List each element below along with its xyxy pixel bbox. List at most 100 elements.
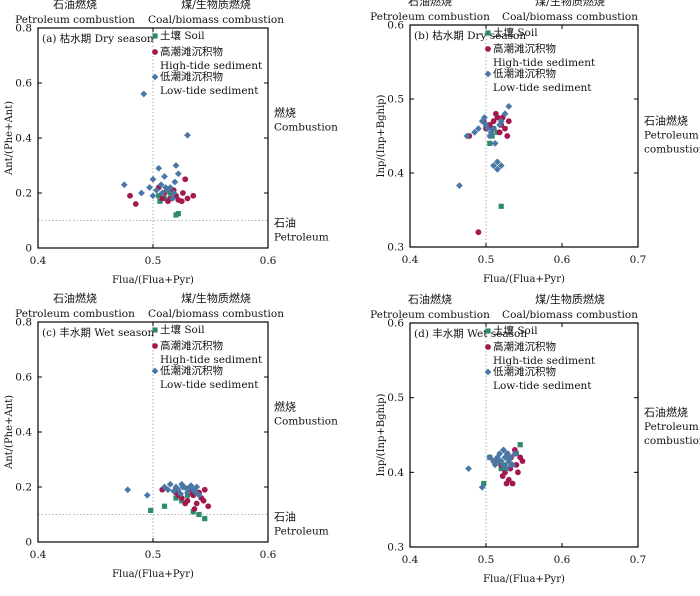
legend-marker-low (151, 367, 159, 375)
zone-label-en: Combustion (274, 121, 338, 133)
data-point-high (205, 503, 212, 510)
y-tick-label: 0.3 (387, 542, 404, 554)
data-point-soil (202, 516, 208, 522)
x-tick-label: 0.6 (260, 549, 277, 561)
y-tick-label: 0.8 (15, 23, 32, 35)
zone-label-en: Combustion (274, 415, 338, 427)
data-point-low (162, 184, 170, 191)
data-point-low (471, 128, 478, 136)
legend-label: High-tide sediment (160, 60, 263, 72)
data-point-soil (190, 509, 196, 515)
y-axis-label: Inp/(Inp+Bghip) (376, 393, 387, 476)
data-point-soil (487, 140, 493, 146)
y-tick-label: 0 (25, 537, 32, 549)
legend-label: 土壤 Soil (493, 324, 538, 337)
data-point-low (189, 486, 197, 494)
zone-label-en: Petroleum (274, 525, 329, 537)
data-point-low (193, 483, 201, 491)
data-point-soil (167, 190, 173, 196)
zone-label-en: Petroleum (644, 129, 699, 141)
data-point-low (507, 461, 515, 469)
legend-marker-high (485, 46, 491, 52)
data-point-high (182, 176, 189, 183)
data-point-soil (161, 503, 168, 509)
legend-label: Low-tide sediment (160, 379, 259, 391)
data-point-low (505, 103, 513, 110)
x-axis-label: Flua/(Flua+Pyr) (483, 574, 565, 585)
data-point-low (157, 181, 165, 189)
data-point-soil (481, 480, 487, 487)
data-point-low (495, 457, 503, 465)
legend-label: 高潮滩沉积物 (493, 340, 556, 353)
data-point-high (132, 201, 139, 207)
legend-label: High-tide sediment (493, 355, 596, 367)
data-point-high (184, 195, 191, 202)
data-point-low (484, 125, 491, 132)
data-point-low (172, 483, 180, 491)
data-point-low (465, 465, 472, 472)
zone-label-cn: 石油燃烧 (644, 113, 688, 127)
panel-b: 0.4 0.5 0.6 0.70.30.40.50.6Flua/(Flua+Pyr)I… (370, 0, 700, 285)
zone-label-cn: 石油 (274, 215, 296, 229)
region-label-en: Petroleum combustion (15, 14, 135, 26)
data-point-soil (175, 211, 181, 217)
data-point-high (165, 198, 171, 205)
y-axis-label: Ant/(Phe+Ant) (4, 395, 15, 470)
data-point-low (153, 186, 160, 194)
zone-label-en: combustion (644, 435, 700, 447)
y-tick-label: 0 (25, 243, 32, 255)
data-point-low (164, 486, 172, 494)
data-point-low (503, 465, 510, 472)
zone-label-cn: 石油 (274, 509, 296, 523)
data-point-low (149, 192, 157, 200)
legend-label: High-tide sediment (160, 354, 263, 366)
data-point-low (172, 162, 180, 169)
legend-label: 低潮滩沉积物 (493, 365, 556, 378)
data-point-low (504, 454, 512, 461)
region-label-cn: 石油燃烧 (53, 291, 97, 305)
data-point-low (155, 164, 163, 172)
data-point-low (161, 173, 168, 180)
legend-marker-low (484, 368, 492, 376)
data-point-soil (157, 198, 163, 204)
region-label-en: Coal/biomass combustion (502, 309, 638, 321)
data-point-low (497, 117, 505, 125)
y-tick-label: 0.5 (387, 392, 404, 404)
data-point-low (487, 128, 495, 136)
panel-label: (a) 枯水期 Dry season (42, 32, 154, 45)
data-point-high (180, 190, 186, 196)
data-point-low (124, 486, 132, 494)
region-label-cn: 石油燃烧 (408, 0, 452, 8)
panel-d: 0.4 0.5 0.6 0.70.30.40.50.6Flua/(Flua+Pyr)I… (370, 292, 700, 585)
data-point-high (190, 192, 197, 199)
data-point-high (519, 458, 526, 465)
data-point-low (463, 132, 471, 140)
zone-label-cn: 燃烧 (274, 105, 296, 119)
data-point-low (501, 110, 509, 118)
data-point-low (120, 181, 128, 189)
data-point-low (169, 195, 176, 202)
plot-frame (409, 322, 639, 548)
legend-label: High-tide sediment (493, 57, 596, 69)
y-axis-label: Ant/(Phe+Ant) (4, 101, 15, 176)
legend-label: 高潮滩沉积物 (493, 42, 556, 55)
data-point-high (127, 192, 133, 199)
data-point-low (171, 178, 179, 186)
legend-label: 土壤 Soil (160, 323, 205, 336)
x-axis-label: Flua/(Flua+Pyr) (112, 275, 194, 286)
legend-marker-low (151, 73, 159, 81)
data-point-low (170, 189, 178, 197)
data-point-high (496, 129, 503, 136)
x-tick-label: 0.5 (478, 554, 495, 566)
legend-label: 土壤 Soil (493, 26, 538, 39)
data-point-low (170, 487, 178, 495)
legend-marker-high (152, 343, 158, 349)
legend-label: 高潮滩沉积物 (160, 339, 223, 352)
data-point-low (497, 162, 505, 169)
y-tick-label: 0.8 (15, 317, 32, 329)
region-label-en: Petroleum combustion (15, 308, 135, 320)
data-point-high (193, 500, 200, 507)
region-label-en: Coal/biomass combustion (502, 11, 638, 23)
data-point-low (166, 480, 174, 488)
